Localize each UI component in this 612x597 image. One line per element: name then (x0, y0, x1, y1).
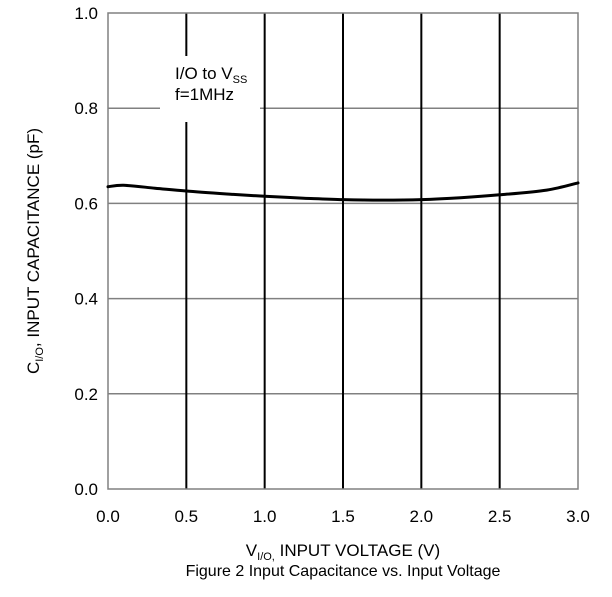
data-point (303, 198, 304, 199)
x-tick-label: 3.0 (566, 507, 590, 526)
data-point (108, 186, 109, 187)
x-tick-labels: 0.0 0.5 1.0 1.5 2.0 2.5 3.0 (96, 507, 590, 526)
x-tick-label: 2.0 (410, 507, 434, 526)
x-axis-title: VI/O, INPUT VOLTAGE (V) (246, 541, 440, 563)
data-point (546, 190, 547, 191)
figure-caption: Figure 2 Input Capacitance vs. Input Vol… (186, 563, 501, 580)
y-tick-label: 0.2 (74, 385, 98, 404)
annotation-background (160, 56, 260, 122)
data-point (578, 182, 579, 183)
x-tick-label: 0.5 (175, 507, 199, 526)
data-point (233, 194, 234, 195)
y-tick-labels: 0.0 0.2 0.4 0.6 0.8 1.0 (74, 4, 98, 499)
series-lines (106, 181, 580, 202)
x-tick-label: 2.5 (488, 507, 512, 526)
y-tick-label: 0.8 (74, 99, 98, 118)
y-tick-label: 0.4 (74, 290, 98, 309)
y-tick-label: 0.6 (74, 194, 98, 213)
annotation-line-1: I/O to VSS (175, 64, 247, 86)
data-point (499, 194, 500, 195)
y-tick-label: 0.0 (74, 480, 98, 499)
annotation-box: I/O to VSS f=1MHz (160, 56, 260, 122)
annotation-line-2: f=1MHz (175, 85, 234, 104)
data-point (264, 196, 265, 197)
plot-frame (107, 12, 579, 490)
series-line (106, 181, 580, 202)
data-point (155, 188, 156, 189)
data-point (123, 185, 124, 186)
data-point (421, 199, 422, 200)
x-tick-label: 1.0 (253, 507, 277, 526)
y-tick-label: 1.0 (74, 4, 98, 23)
x-tick-label: 1.5 (331, 507, 355, 526)
y-axis-title: CI/O, INPUT CAPACITANCE (pF) (24, 128, 46, 374)
x-tick-label: 0.0 (96, 507, 120, 526)
data-point (460, 197, 461, 198)
data-point (343, 199, 344, 200)
data-point (186, 191, 187, 192)
data-point (382, 200, 383, 201)
